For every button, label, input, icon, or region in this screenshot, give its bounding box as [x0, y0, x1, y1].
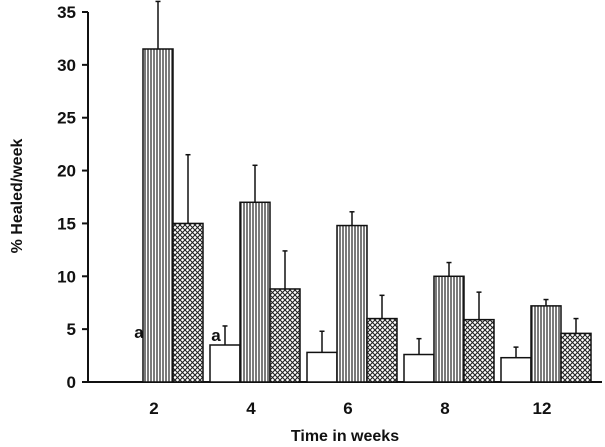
x-tick-label: 6	[343, 399, 352, 418]
bar	[269, 288, 301, 383]
bar	[209, 344, 241, 383]
bar	[500, 356, 532, 383]
x-tick-label: 2	[149, 399, 158, 418]
y-axis-title: % Healed/week	[9, 139, 26, 254]
bar	[403, 353, 435, 383]
x-tick-label: 4	[246, 399, 256, 418]
bar	[306, 351, 338, 383]
bar	[433, 275, 465, 383]
bar	[172, 222, 204, 383]
annotation-label: a	[211, 326, 221, 345]
bar	[142, 48, 174, 383]
y-tick-label: 10	[57, 267, 76, 286]
bar	[530, 305, 562, 383]
y-tick-label: 30	[57, 56, 76, 75]
bar	[366, 317, 398, 383]
plot-area: 0 5 10 15 20 25 30 35 a 2 a 4 6 8 12	[57, 0, 602, 418]
y-tick-label: 20	[57, 162, 76, 181]
x-axis-title: Time in weeks	[291, 428, 399, 445]
bar	[239, 201, 271, 383]
bar	[560, 332, 592, 383]
x-tick-label: 12	[533, 399, 552, 418]
y-tick-label: 35	[57, 3, 76, 22]
bar	[463, 318, 495, 383]
x-tick-label: 8	[440, 399, 449, 418]
annotation-label: a	[134, 323, 144, 342]
y-tick-label: 25	[57, 109, 76, 128]
bar	[336, 224, 368, 383]
y-tick-label: 5	[67, 320, 76, 339]
y-tick-label: 0	[67, 373, 76, 392]
y-tick-label: 15	[57, 214, 76, 233]
